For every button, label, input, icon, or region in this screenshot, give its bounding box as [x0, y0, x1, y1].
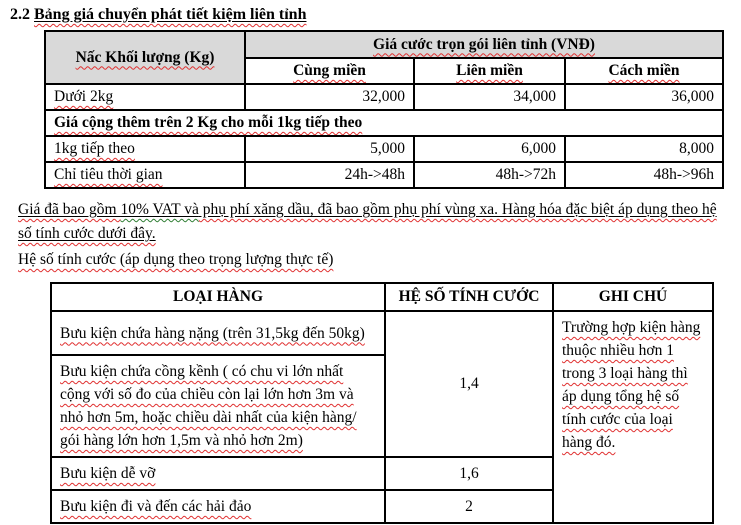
row-lead-time: Chỉ tiêu thời gian 24h->48h 48h->72h 48h… [44, 161, 724, 189]
lead-time-value: 48h->96h [653, 166, 714, 183]
price-table-header-row-2: Cùng miền Liên miền Cách miền [45, 57, 724, 85]
goods-type-header: LOẠI HÀNG [173, 288, 263, 305]
price-value: 32,000 [362, 88, 405, 105]
row-next-1kg: 1kg tiếp theo 5,000 6,000 8,000 [44, 135, 724, 163]
island-parcel-label: Bưu kiện đi và đến các hải đảo [60, 498, 252, 515]
coefficient-heavy-bulky-value: 1,4 [459, 375, 479, 392]
coefficient-fragile-value: 1,6 [459, 464, 479, 482]
price-value: 34,000 [513, 88, 556, 105]
lead-time-cell: 48h->72h [413, 161, 566, 189]
vat-note-paragraph: Giá đã bao gồm 10% VAT và phụ phí xăng d… [18, 198, 720, 246]
price-group-header-cell: Giá cước trọn gói liên tỉnh (VNĐ) [244, 30, 724, 59]
surcharge-header-cell: Giá cộng thêm trên 2 Kg cho mỗi 1kg tiếp… [44, 109, 724, 137]
coefficient-table: LOẠI HÀNG HỆ SỐ TÍNH CƯỚC GHI CHÚ Bưu ki… [50, 282, 714, 524]
row-island-parcel: Bưu kiện đi và đến các hải đảo 2 [50, 489, 713, 524]
remarks-text: Trường hợp kiện hàng thuộc nhiều hơn 1 t… [562, 319, 701, 451]
coefficient-island-value: 2 [465, 497, 473, 515]
region-inter-label: Liên miền [456, 62, 523, 79]
heavy-parcel-cell: Bưu kiện chứa hàng nặng (trên 31,5kg đến… [50, 310, 386, 356]
row-surcharge-header: Giá cộng thêm trên 2 Kg cho mỗi 1kg tiếp… [44, 109, 724, 137]
row-label-cell: Dưới 2kg [44, 83, 246, 111]
coefficient-header: HỆ SỐ TÍNH CƯỚC [398, 288, 540, 305]
weight-tier-header-cell: Nấc Khối lượng (Kg) [44, 30, 246, 85]
row-fragile-parcel: Bưu kiện dễ vỡ 1,6 [50, 456, 713, 491]
section-number: 2.2 [10, 6, 30, 23]
heavy-parcel-label: Bưu kiện chứa hàng nặng (trên 31,5kg đến… [60, 324, 365, 342]
island-parcel-cell: Bưu kiện đi và đến các hải đảo [50, 489, 386, 524]
remarks-cell: Trường hợp kiện hàng thuộc nhiều hơn 1 t… [552, 310, 714, 524]
vat-note-seg3: phụ phí xăng dầu, đã bao gồm phụ phí vùn… [18, 201, 717, 242]
price-cell: 8,000 [564, 135, 724, 163]
price-group-header: Giá cước trọn gói liên tỉnh (VNĐ) [373, 35, 595, 53]
bulky-parcel-cell: Bưu kiện chứa cồng kềnh ( có chu vi lớn … [50, 354, 386, 458]
coefficient-intro-line: Hệ số tính cước (áp dụng theo trọng lượn… [18, 248, 731, 272]
coefficient-table-header-row: LOẠI HÀNG HỆ SỐ TÍNH CƯỚC GHI CHÚ [50, 282, 714, 312]
region-same-label: Cùng miền [293, 62, 366, 79]
row-bulky-parcel: Bưu kiện chứa cồng kềnh ( có chu vi lớn … [50, 354, 713, 458]
section-title: Bảng giá chuyển phát tiết kiệm liên tỉnh [34, 6, 307, 23]
section-heading: 2.2 Bảng giá chuyển phát tiết kiệm liên … [10, 6, 731, 24]
lead-time-cell: 24h->48h [244, 161, 415, 189]
region-far-label: Cách miền [608, 62, 680, 79]
fragile-parcel-label: Bưu kiện dễ vỡ [60, 465, 156, 482]
lead-time-label: Chỉ tiêu thời gian [54, 166, 163, 183]
row-under-2kg: Dưới 2kg 32,000 34,000 36,000 [44, 83, 724, 111]
price-table-header-row-1: Nấc Khối lượng (Kg) Giá cước trọn gói li… [44, 30, 724, 85]
next-1kg-label: 1kg tiếp theo [54, 140, 135, 157]
vat-note-seg1: Giá đã bao gồm [18, 201, 121, 218]
price-value: 36,000 [671, 88, 714, 105]
remarks-header-cell: GHI CHÚ [552, 282, 714, 312]
bulky-parcel-label: Bưu kiện chứa cồng kềnh ( có chu vi lớn … [60, 363, 357, 449]
row-heavy-parcel: Bưu kiện chứa hàng nặng (trên 31,5kg đến… [50, 310, 714, 524]
coefficient-island-cell: 2 [384, 489, 554, 524]
lead-time-cell: 48h->96h [564, 161, 724, 189]
row-label-cell: Chỉ tiêu thời gian [44, 161, 246, 189]
region-header-cell: Liên miền [413, 57, 566, 85]
price-value: 5,000 [370, 140, 405, 157]
lead-time-value: 48h->72h [495, 166, 556, 183]
coefficient-heavy-bulky-cell: 1,4 [384, 310, 554, 458]
vat-note-seg2: 10% VAT và [120, 201, 199, 218]
under-2kg-label: Dưới 2kg [54, 88, 114, 105]
coefficient-intro-text: Hệ số tính cước (áp dụng theo trọng lượn… [18, 251, 334, 268]
price-cell: 5,000 [244, 135, 415, 163]
weight-tier-header: Nấc Khối lượng (Kg) [75, 48, 215, 66]
fragile-parcel-cell: Bưu kiện dễ vỡ [50, 456, 386, 491]
price-cell: 32,000 [244, 83, 415, 111]
price-cell: 34,000 [413, 83, 566, 111]
price-value: 6,000 [521, 140, 556, 157]
coefficient-fragile-cell: 1,6 [384, 456, 554, 491]
price-cell: 6,000 [413, 135, 566, 163]
price-value: 8,000 [679, 140, 714, 157]
goods-type-header-cell: LOẠI HÀNG [50, 282, 386, 312]
surcharge-header-label: Giá cộng thêm trên 2 Kg cho mỗi 1kg tiếp… [54, 114, 363, 131]
price-cell: 36,000 [564, 83, 724, 111]
region-header-cell: Cách miền [564, 57, 724, 85]
remarks-header: GHI CHÚ [598, 288, 668, 305]
region-header-cell: Cùng miền [244, 57, 415, 85]
lead-time-value: 24h->48h [344, 166, 405, 183]
price-table: Nấc Khối lượng (Kg) Giá cước trọn gói li… [44, 30, 724, 189]
coefficient-header-cell: HỆ SỐ TÍNH CƯỚC [384, 282, 554, 312]
row-label-cell: 1kg tiếp theo [44, 135, 246, 163]
